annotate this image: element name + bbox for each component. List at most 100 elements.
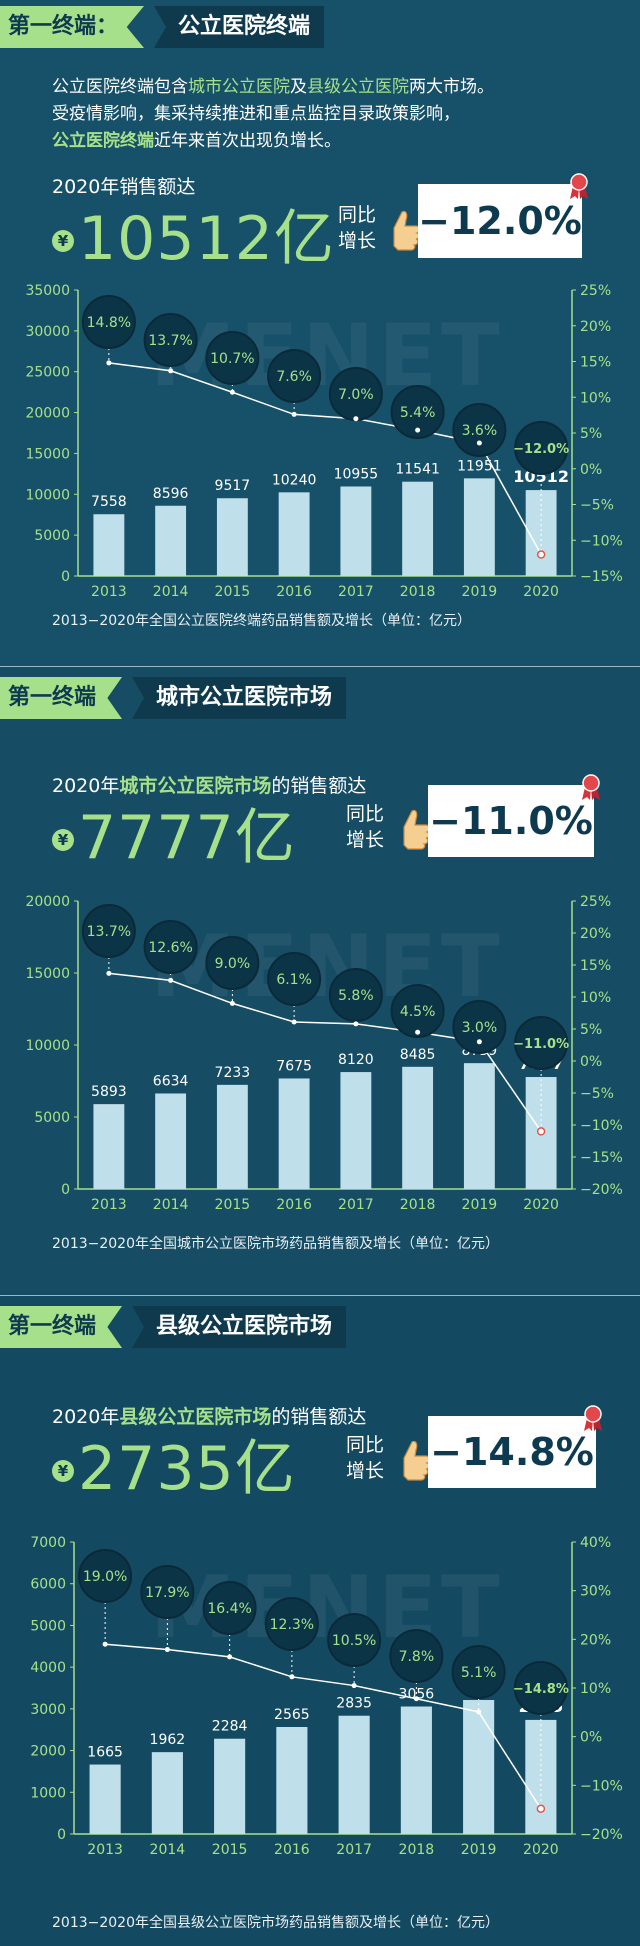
bar: [214, 1738, 246, 1834]
chart-county-public-hospital: MENET01000200030004000500060007000−20%−1…: [30, 1535, 623, 1858]
bar-value-label: 1665: [87, 1745, 123, 1761]
growth-point: [229, 389, 235, 395]
section-divider: [0, 1295, 640, 1296]
y-right-tick-label: 20%: [580, 926, 611, 942]
y-left-tick-label: 0: [61, 569, 70, 585]
x-tick-label: 2017: [336, 1842, 372, 1858]
yoy-growth-badge: −11.0%: [428, 785, 594, 857]
growth-point: [106, 970, 112, 976]
x-tick-label: 2018: [399, 1842, 435, 1858]
yoy-growth-badge: −14.8%: [428, 1416, 596, 1488]
rate-label: 3.6%: [462, 423, 498, 439]
y-right-tick-label: 5%: [580, 426, 602, 442]
y-right-tick-label: −5%: [580, 498, 614, 514]
x-tick-label: 2020: [523, 1842, 559, 1858]
rate-label: 13.7%: [148, 333, 192, 349]
chart-caption: 2013−2020年全国城市公立医院市场药品销售额及增长（单位：亿元）: [52, 1236, 499, 1252]
bar: [463, 478, 495, 576]
growth-point: [415, 1029, 421, 1035]
rate-label: −14.8%: [513, 1682, 569, 1697]
section-title: 城市公立医院市场: [132, 677, 347, 719]
bar: [155, 1093, 187, 1189]
x-tick-label: 2013: [91, 584, 127, 600]
growth-point: [168, 977, 174, 983]
y-right-tick-label: 25%: [580, 283, 611, 299]
y-right-tick-label: 0%: [580, 462, 602, 478]
bar: [93, 1104, 125, 1189]
y-right-tick-label: 20%: [580, 319, 611, 335]
rate-bubble: [514, 1016, 569, 1070]
bar: [402, 1066, 434, 1189]
growth-point: [353, 1021, 359, 1027]
y-left-tick-label: 10000: [25, 487, 70, 503]
bar-value-label: 1962: [150, 1732, 186, 1748]
thumbs-up-icon: [393, 210, 420, 251]
watermark-text: MENET: [150, 917, 504, 1017]
y-right-tick-label: 0%: [580, 1730, 602, 1746]
rate-bubble: [452, 1000, 507, 1054]
y-right-tick-label: 15%: [580, 958, 611, 974]
rate-bubble: [81, 904, 136, 958]
y-right-tick-label: −10%: [580, 1118, 623, 1134]
growth-point: [476, 1709, 482, 1715]
bar-value-label: 5893: [91, 1084, 127, 1100]
bar: [93, 514, 125, 576]
bar-value-label: 2835: [336, 1696, 372, 1712]
sales-lead-text: 2020年销售额达: [52, 176, 196, 198]
y-left-tick-label: 1000: [30, 1785, 66, 1801]
rate-bubble: [452, 403, 507, 457]
y-left-tick-label: 0: [61, 1182, 70, 1198]
rate-label: 3.0%: [462, 1020, 498, 1036]
y-right-tick-label: 25%: [580, 894, 611, 910]
section-divider: [0, 666, 640, 667]
rate-label: 6.1%: [276, 972, 312, 988]
x-tick-label: 2020: [523, 584, 559, 600]
yen-icon: ¥: [52, 230, 74, 252]
x-tick-label: 2020: [523, 1197, 559, 1213]
x-tick-label: 2019: [462, 584, 498, 600]
rate-bubble: [327, 1613, 382, 1667]
sales-lead-text: 2020年城市公立医院市场的销售额达: [52, 775, 367, 797]
y-right-tick-label: −20%: [580, 1182, 623, 1198]
rate-bubble: [514, 421, 569, 475]
bar-value-label: 8485: [400, 1047, 436, 1063]
thumbs-up-icon: [403, 809, 430, 850]
growth-point: [229, 1000, 235, 1006]
bar-value-label: 7558: [91, 494, 127, 510]
y-left-tick-label: 0: [57, 1827, 66, 1843]
growth-point: [164, 1647, 170, 1653]
bar-value-label: 2284: [212, 1719, 248, 1735]
rate-bubble: [390, 984, 445, 1038]
y-left-tick-label: 5000: [34, 528, 70, 544]
bar-value-label: 10240: [272, 472, 317, 488]
growth-point: [476, 1039, 482, 1045]
rate-label: 4.5%: [400, 1004, 436, 1020]
y-right-tick-label: 30%: [580, 1584, 611, 1600]
rate-bubble: [143, 313, 198, 367]
y-right-tick-label: −20%: [580, 1827, 623, 1843]
y-right-tick-label: −15%: [580, 569, 623, 585]
award-ribbon-icon: [570, 173, 588, 199]
growth-line-drop: [478, 442, 542, 555]
rate-label: 7.0%: [338, 387, 374, 403]
section-tag: 第一终端: [0, 1306, 123, 1348]
chart-public-hospital-terminal: MENET 0 5000 10000 15000 20000 25000 30000 35000…: [25, 283, 623, 600]
yoy-label: 同比 增长: [338, 204, 377, 252]
y-right-tick-label: −5%: [580, 1086, 614, 1102]
x-tick-label: 2015: [215, 584, 251, 600]
y-left-tick-label: 15000: [25, 446, 70, 462]
y-right-tick-label: 10%: [580, 1681, 611, 1697]
rate-label: 10.7%: [210, 351, 254, 367]
bar-value-label: 7675: [276, 1058, 312, 1074]
bar: [525, 1719, 557, 1834]
bar: [89, 1764, 121, 1834]
y-right-tick-label: 10%: [580, 990, 611, 1006]
growth-point: [106, 360, 112, 366]
y-right-tick-label: 40%: [580, 1535, 611, 1551]
chart-caption: 2013−2020年全国县级公立医院市场药品销售额及增长（单位：亿元）: [52, 1915, 499, 1931]
growth-point: [291, 1019, 297, 1025]
x-tick-label: 2014: [150, 1842, 186, 1858]
bar: [338, 1715, 370, 1834]
growth-point: [536, 1127, 546, 1136]
y-left-tick-label: 20000: [25, 894, 70, 910]
